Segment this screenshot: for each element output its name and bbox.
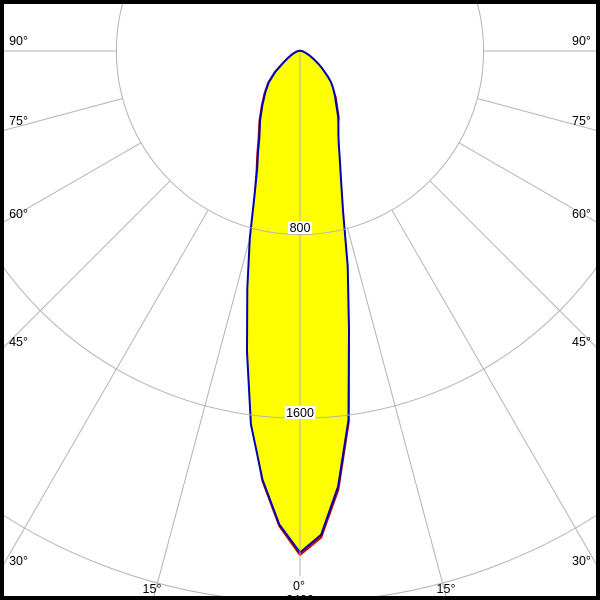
angle-label: 15°	[143, 582, 162, 596]
polar-grid-radial-line	[152, 228, 253, 600]
angle-label: 75°	[9, 114, 28, 128]
radial-tick-label-box	[287, 221, 313, 234]
angle-label: 15°	[437, 582, 456, 596]
polar-grid-radial-line	[429, 180, 600, 352]
polar-grid-radial-line	[458, 142, 600, 225]
angle-label: 0°	[293, 579, 305, 593]
angle-label: 30°	[572, 554, 591, 568]
angle-label: 45°	[9, 335, 28, 349]
angle-label: 60°	[572, 207, 591, 221]
radial-tick-label: 1600	[286, 406, 314, 420]
polar-grid-radial-line	[0, 180, 171, 352]
polar-grid-radial-line	[391, 209, 600, 572]
angle-label: 60°	[9, 207, 28, 221]
polar-grid-radial-line	[347, 228, 448, 600]
angle-label: 90°	[572, 34, 591, 48]
polar-grid-radial-line	[0, 142, 142, 225]
beam-lobe-blue-curve	[246, 49, 350, 554]
polar-grid-radial-line	[0, 209, 209, 572]
angle-label: 90°	[9, 34, 28, 48]
radial-tick-label-box	[284, 406, 316, 419]
radial-tick-label: 800	[290, 221, 311, 235]
angle-label: 30°	[9, 554, 28, 568]
angle-label: 75°	[572, 114, 591, 128]
angle-label: 45°	[572, 335, 591, 349]
